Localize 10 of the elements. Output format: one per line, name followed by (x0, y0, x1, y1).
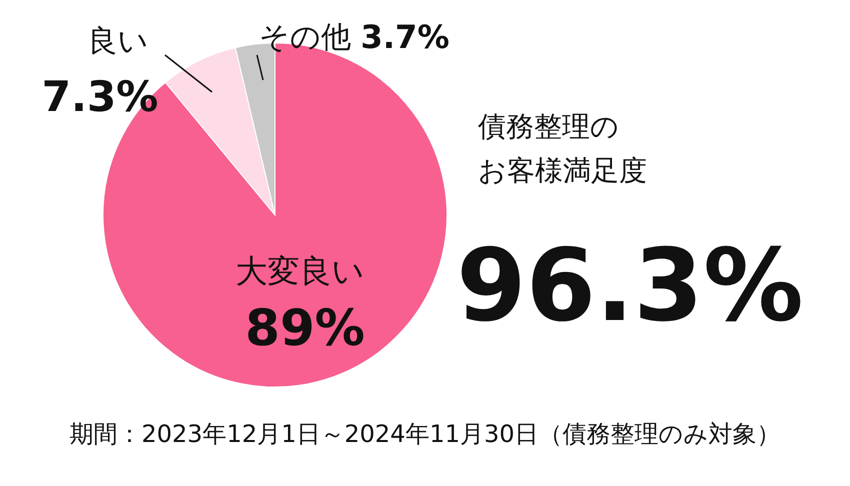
data-label: 3.7% (360, 18, 450, 56)
data-label: 89% (245, 299, 365, 357)
text: お客様満足度 (478, 154, 647, 187)
slice-label: 良い (88, 24, 148, 59)
slice-label: その他 (259, 20, 351, 55)
text: 期間：2023年12月1日～2024年11月30日（債務整理のみ対象） (69, 420, 781, 448)
text: 債務整理の (478, 110, 619, 143)
slice-label: 大変良い (236, 252, 364, 290)
data-label: 7.3% (42, 72, 158, 121)
text: 96.3% (456, 227, 804, 344)
